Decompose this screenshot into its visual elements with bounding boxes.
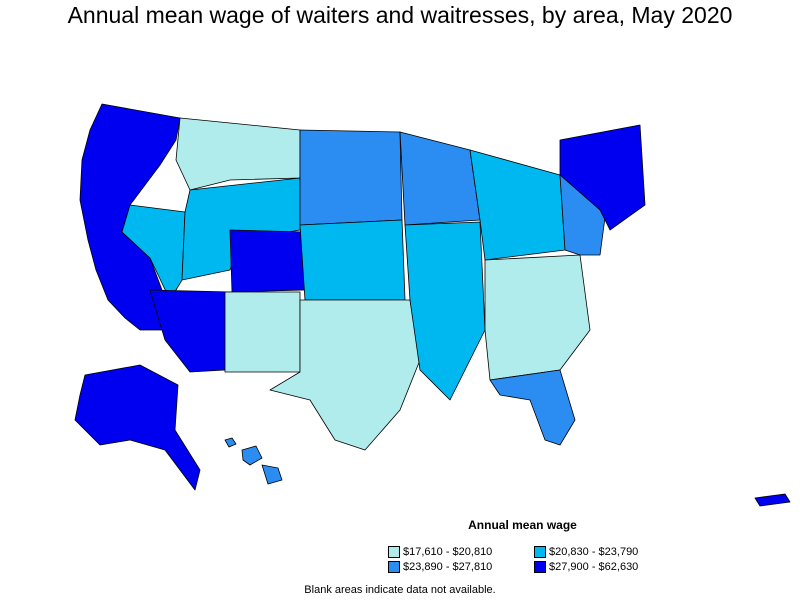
legend-label-4: $27,900 - $62,630 <box>549 561 639 573</box>
region-hawaii-3 <box>261 464 283 485</box>
region-colorado <box>229 229 306 293</box>
legend-label-1: $17,610 - $20,810 <box>403 546 493 558</box>
region-great-lakes <box>469 149 566 261</box>
legend-label-2: $20,830 - $23,790 <box>549 546 639 558</box>
legend-swatch-3 <box>388 561 400 573</box>
legend-item-3: $23,890 - $27,810 <box>388 561 492 573</box>
footnote: Blank areas indicate data not available. <box>304 584 496 596</box>
region-arizona <box>149 289 233 373</box>
region-florida <box>489 369 576 446</box>
region-alaska <box>74 364 201 491</box>
legend-swatch-1 <box>388 546 400 558</box>
map-title: Annual mean wage of waiters and waitress… <box>67 2 733 28</box>
region-plains <box>299 219 406 301</box>
legend-title: Annual mean wage <box>468 518 577 532</box>
legend-item-2: $20,830 - $23,790 <box>534 546 638 558</box>
region-southeast <box>484 254 591 381</box>
legend-swatch-2 <box>534 546 546 558</box>
region-new-mexico <box>224 291 301 373</box>
legend-swatch-4 <box>534 561 546 573</box>
region-hawaii-2 <box>241 445 263 466</box>
region-dakotas <box>299 129 403 226</box>
region-puerto-rico <box>754 493 791 507</box>
region-northeast <box>559 124 646 231</box>
legend-item-1: $17,610 - $20,810 <box>388 546 492 558</box>
legend-item-4: $27,900 - $62,630 <box>534 561 638 573</box>
region-mid-south <box>404 221 486 401</box>
region-montana <box>175 117 301 191</box>
legend-label-3: $23,890 - $27,810 <box>403 561 493 573</box>
region-hawaii-1 <box>224 437 237 448</box>
region-upper-midwest <box>399 131 481 226</box>
